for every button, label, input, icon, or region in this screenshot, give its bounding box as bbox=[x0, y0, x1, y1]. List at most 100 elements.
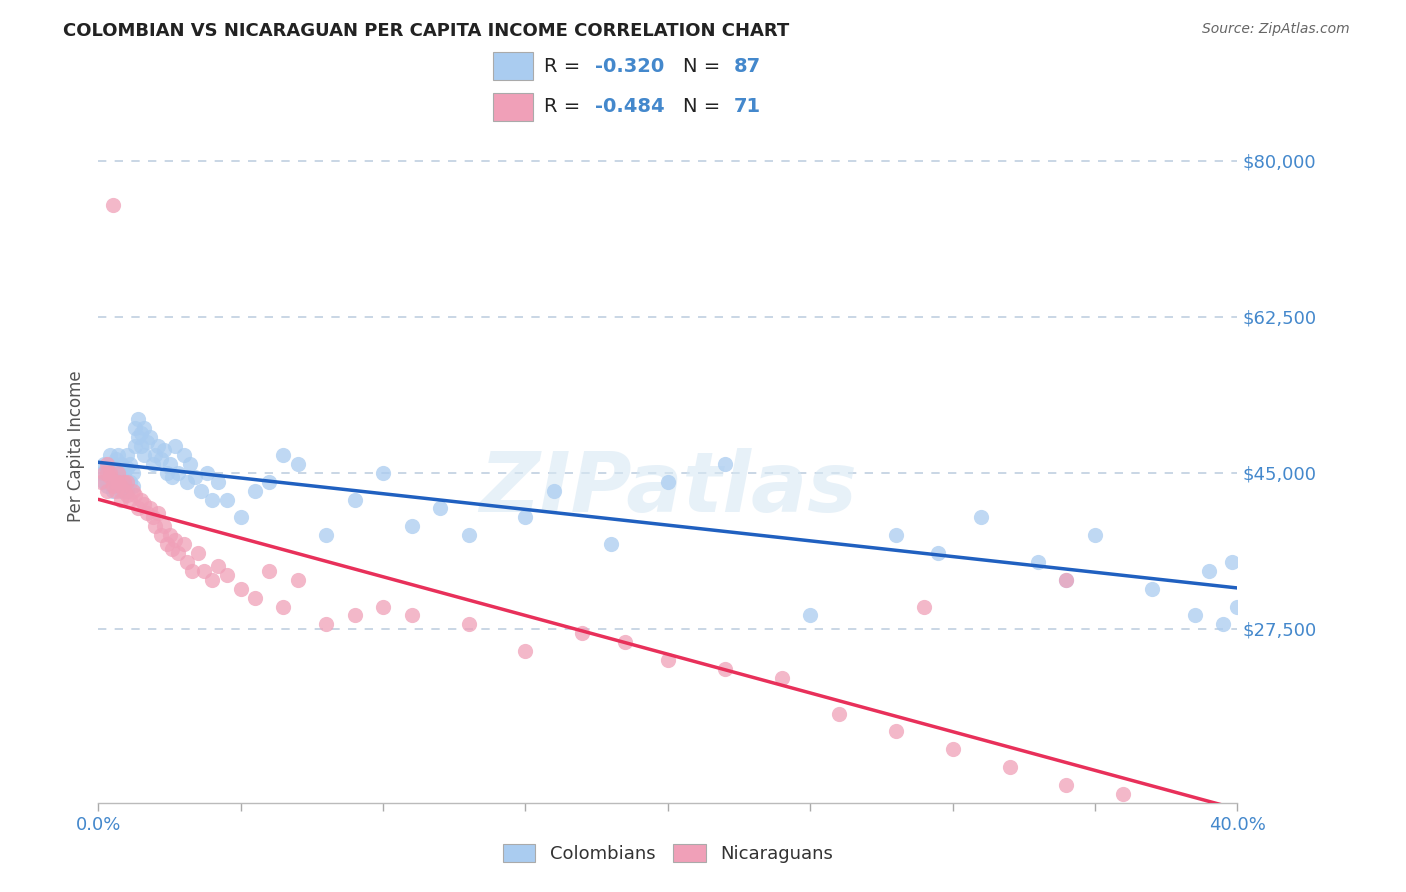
Point bbox=[93, 475, 115, 489]
Point bbox=[107, 479, 129, 493]
Point bbox=[90, 475, 112, 489]
Point bbox=[714, 457, 737, 471]
Point bbox=[138, 501, 160, 516]
Point bbox=[118, 475, 141, 489]
Point bbox=[315, 617, 337, 632]
Point bbox=[132, 497, 155, 511]
Point bbox=[600, 537, 623, 551]
Point bbox=[93, 457, 115, 471]
Point bbox=[141, 510, 163, 524]
Point bbox=[90, 466, 112, 480]
Point bbox=[243, 591, 266, 605]
Point bbox=[1212, 822, 1234, 837]
Point bbox=[1198, 564, 1220, 578]
Point bbox=[1026, 555, 1049, 569]
Text: N =: N = bbox=[683, 97, 727, 116]
Point bbox=[373, 466, 395, 480]
Point bbox=[110, 483, 132, 498]
Point bbox=[150, 452, 173, 467]
Point bbox=[148, 439, 170, 453]
Point bbox=[614, 635, 637, 649]
Point bbox=[101, 483, 124, 498]
Point bbox=[571, 626, 593, 640]
Point bbox=[141, 457, 163, 471]
Point bbox=[127, 501, 149, 516]
Point bbox=[107, 475, 129, 489]
Point bbox=[229, 510, 252, 524]
Point bbox=[115, 483, 138, 498]
Point bbox=[132, 421, 155, 435]
Point bbox=[112, 483, 135, 498]
Point bbox=[135, 434, 157, 449]
Point bbox=[229, 582, 252, 596]
Text: -0.484: -0.484 bbox=[595, 97, 665, 116]
Point bbox=[181, 564, 204, 578]
Point bbox=[129, 439, 152, 453]
Point bbox=[243, 483, 266, 498]
Text: 71: 71 bbox=[734, 97, 761, 116]
Point bbox=[401, 608, 423, 623]
Point bbox=[884, 724, 907, 739]
Point bbox=[457, 617, 479, 632]
Point bbox=[127, 412, 149, 426]
Point bbox=[184, 470, 207, 484]
Point bbox=[118, 492, 141, 507]
Point bbox=[159, 457, 181, 471]
Point bbox=[110, 470, 132, 484]
Point bbox=[515, 510, 537, 524]
Point bbox=[343, 492, 366, 507]
Point bbox=[162, 541, 184, 556]
Point bbox=[167, 466, 190, 480]
Point bbox=[162, 470, 184, 484]
Y-axis label: Per Capita Income: Per Capita Income bbox=[66, 370, 84, 522]
Point bbox=[215, 492, 238, 507]
Point bbox=[101, 470, 124, 484]
Point bbox=[104, 475, 127, 489]
Point bbox=[1056, 573, 1078, 587]
Point bbox=[112, 475, 135, 489]
Point bbox=[315, 528, 337, 542]
Point bbox=[657, 475, 679, 489]
Point bbox=[127, 430, 149, 444]
Point bbox=[457, 528, 479, 542]
Point bbox=[96, 483, 118, 498]
Point bbox=[165, 439, 187, 453]
Point bbox=[401, 519, 423, 533]
Point bbox=[121, 479, 143, 493]
Point bbox=[173, 537, 195, 551]
Point bbox=[179, 457, 201, 471]
Text: R =: R = bbox=[544, 57, 586, 76]
Point bbox=[98, 466, 121, 480]
Text: Source: ZipAtlas.com: Source: ZipAtlas.com bbox=[1202, 22, 1350, 37]
Point bbox=[96, 479, 118, 493]
Point bbox=[124, 421, 146, 435]
Point bbox=[115, 475, 138, 489]
Point bbox=[98, 466, 121, 480]
Point bbox=[138, 430, 160, 444]
Point bbox=[273, 599, 295, 614]
Point bbox=[153, 519, 176, 533]
Point bbox=[129, 492, 152, 507]
Point bbox=[770, 671, 793, 685]
Point bbox=[118, 457, 141, 471]
Point bbox=[998, 760, 1021, 774]
Point bbox=[96, 475, 118, 489]
Point bbox=[153, 443, 176, 458]
Point bbox=[115, 448, 138, 462]
Point bbox=[107, 466, 129, 480]
Point bbox=[970, 510, 993, 524]
Point bbox=[121, 466, 143, 480]
Point bbox=[156, 466, 179, 480]
Point bbox=[343, 608, 366, 623]
Point bbox=[121, 483, 143, 498]
Point bbox=[714, 662, 737, 676]
Point bbox=[110, 457, 132, 471]
Point bbox=[124, 488, 146, 502]
Point bbox=[259, 564, 281, 578]
Text: 87: 87 bbox=[734, 57, 761, 76]
Point bbox=[195, 466, 218, 480]
Point bbox=[176, 475, 198, 489]
Point bbox=[110, 479, 132, 493]
Point bbox=[799, 608, 821, 623]
Point bbox=[104, 452, 127, 467]
